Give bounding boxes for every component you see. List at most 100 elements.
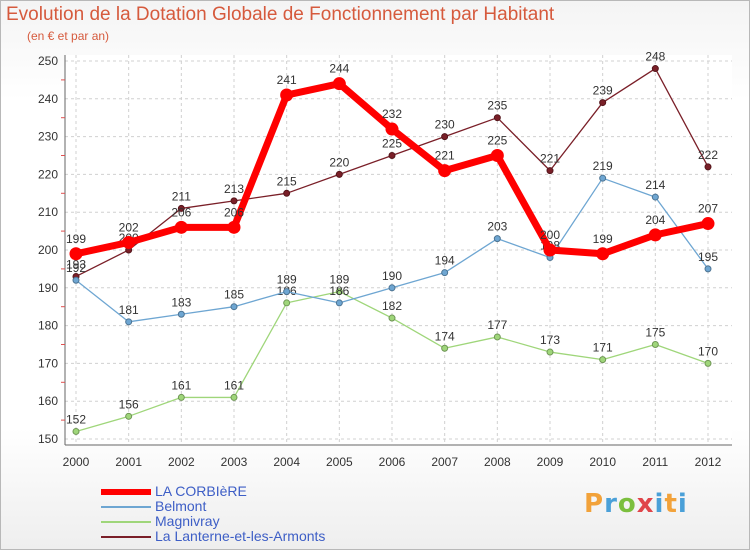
data-label: 200 — [540, 228, 560, 242]
data-point — [701, 217, 715, 231]
data-label: 182 — [382, 299, 402, 313]
data-label: 156 — [119, 397, 139, 411]
data-label: 152 — [66, 412, 86, 426]
data-point — [177, 393, 185, 401]
data-label: 206 — [171, 205, 191, 219]
data-point — [543, 243, 557, 257]
data-label: 199 — [593, 232, 613, 246]
data-label: 174 — [435, 329, 455, 343]
data-point — [174, 220, 188, 234]
x-tick-label: 2000 — [63, 455, 90, 469]
data-point — [72, 427, 80, 435]
data-point — [704, 265, 712, 273]
chart-subtitle: (en € et par an) — [27, 29, 110, 43]
data-point — [283, 299, 291, 307]
y-tick-label: 160 — [38, 394, 58, 408]
data-point — [388, 314, 396, 322]
x-tick-label: 2010 — [589, 455, 616, 469]
data-point — [493, 114, 501, 122]
data-point — [546, 348, 554, 356]
data-label: 192 — [66, 261, 86, 275]
data-label: 206 — [224, 205, 244, 219]
x-tick-label: 2011 — [642, 455, 668, 469]
legend-swatch — [101, 489, 151, 495]
x-tick-label: 2007 — [431, 455, 458, 469]
data-point — [441, 269, 449, 277]
data-label: 202 — [119, 220, 139, 234]
data-label: 239 — [593, 84, 613, 98]
data-label: 194 — [435, 254, 455, 268]
data-point — [648, 228, 662, 242]
data-label: 219 — [593, 159, 613, 173]
data-label: 221 — [540, 152, 560, 166]
data-label: 171 — [593, 341, 613, 355]
data-point — [493, 235, 501, 243]
data-point — [72, 276, 80, 284]
x-tick-label: 2005 — [326, 455, 353, 469]
data-label: 170 — [698, 344, 718, 358]
data-point — [385, 122, 399, 136]
data-point — [438, 164, 452, 178]
legend-swatch — [101, 521, 151, 523]
legend-label: Magnivray — [155, 513, 220, 529]
data-label: 213 — [224, 182, 244, 196]
data-point — [227, 220, 241, 234]
legend-label: Belmont — [155, 498, 207, 514]
data-point — [280, 88, 294, 102]
data-label: 190 — [382, 269, 402, 283]
data-label: 186 — [329, 284, 349, 298]
chart-title: Evolution de la Dotation Globale de Fonc… — [6, 4, 555, 25]
data-point — [283, 189, 291, 197]
data-point — [599, 99, 607, 107]
x-tick-label: 2012 — [695, 455, 722, 469]
data-point — [388, 152, 396, 159]
data-label: 189 — [277, 273, 297, 287]
data-label: 175 — [645, 326, 665, 340]
data-label: 214 — [645, 178, 665, 192]
data-label: 207 — [698, 202, 718, 216]
data-point — [599, 174, 607, 182]
data-label: 248 — [645, 50, 665, 64]
data-point — [441, 133, 449, 141]
data-label: 173 — [540, 333, 560, 347]
data-label: 232 — [382, 107, 402, 121]
data-point — [335, 170, 343, 178]
data-label: 204 — [645, 213, 665, 227]
data-point — [125, 412, 133, 420]
data-point — [230, 197, 238, 205]
data-point — [332, 77, 346, 91]
y-tick-label: 180 — [38, 319, 58, 333]
x-tick-label: 2006 — [379, 455, 406, 469]
data-label: 193 — [66, 257, 86, 271]
legend-swatch — [101, 506, 151, 508]
data-label: 235 — [487, 99, 507, 113]
y-tick-label: 190 — [38, 281, 58, 295]
data-label: 244 — [329, 62, 349, 76]
data-point — [335, 288, 343, 296]
data-point — [283, 288, 291, 296]
y-tick-label: 220 — [38, 167, 58, 181]
data-point — [388, 284, 396, 292]
data-label: 183 — [171, 295, 191, 309]
y-tick-label: 230 — [38, 130, 58, 144]
data-point — [177, 204, 185, 212]
data-point — [490, 149, 504, 162]
data-label: 199 — [66, 232, 86, 246]
data-point — [441, 344, 449, 352]
data-point — [69, 247, 83, 261]
legend-label: LA CORBIèRE — [155, 483, 247, 499]
x-tick-label: 2008 — [484, 455, 511, 469]
data-label: 211 — [172, 189, 191, 203]
data-point — [596, 247, 610, 261]
y-tick-label: 200 — [38, 243, 58, 257]
data-label: 185 — [224, 288, 244, 302]
data-point — [704, 359, 712, 367]
data-label: 203 — [487, 220, 507, 234]
data-label: 222 — [698, 148, 718, 162]
y-tick-label: 150 — [38, 432, 58, 446]
data-label: 177 — [487, 318, 507, 332]
y-tick-label: 210 — [38, 205, 58, 219]
y-tick-label: 240 — [38, 92, 58, 106]
data-label: 225 — [382, 137, 402, 151]
